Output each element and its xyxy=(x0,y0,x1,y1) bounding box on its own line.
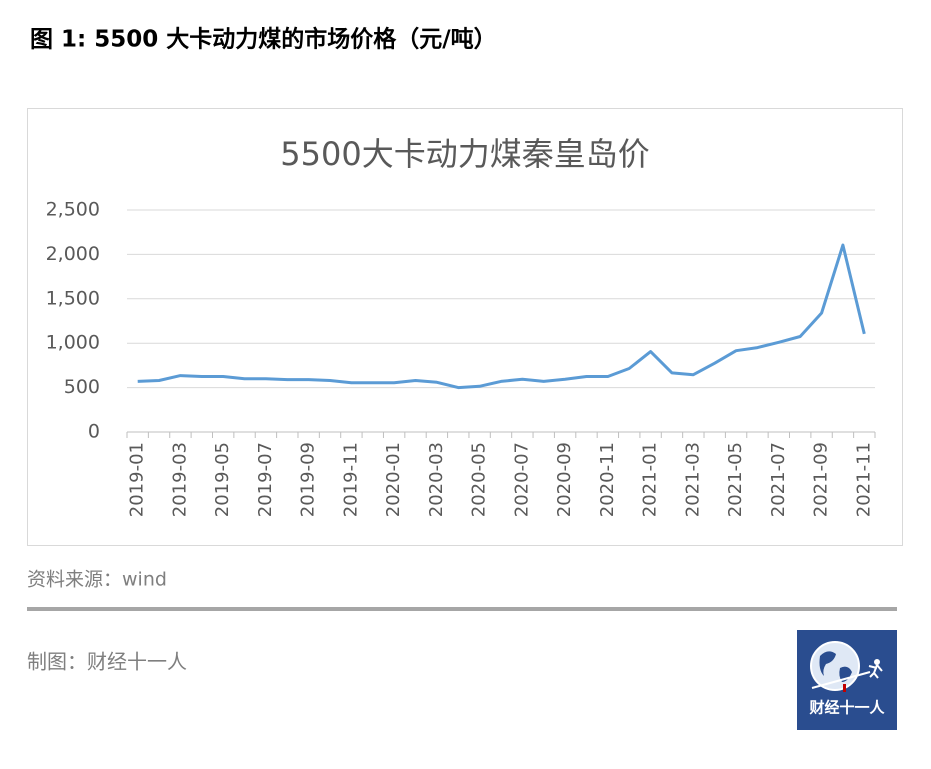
x-tick-label: 2020-11 xyxy=(597,442,618,517)
x-tick-label: 2019-03 xyxy=(169,442,190,517)
chart-frame xyxy=(27,108,903,546)
y-tick-label: 0 xyxy=(88,421,100,443)
x-tick-label: 2019-05 xyxy=(212,442,233,517)
plot: 0 500 1,000 1,500 2,000 2,500 2019-01 2019-03 20… xyxy=(46,199,876,517)
x-tick-label: 2020-03 xyxy=(426,442,447,517)
x-tick-label: 2021-03 xyxy=(682,442,703,517)
logo: 财经十一人 xyxy=(797,630,897,730)
x-tick-label: 2019-09 xyxy=(298,442,319,517)
y-tick-label: 2,500 xyxy=(46,199,100,221)
x-tick-label: 2019-01 xyxy=(127,442,148,517)
x-tick-label: 2020-01 xyxy=(383,442,404,517)
x-tick-label: 2020-09 xyxy=(554,442,575,517)
figure-title: 图 1: 5500 大卡动力煤的市场价格（元/吨） xyxy=(30,26,497,53)
logo-text: 财经十一人 xyxy=(809,699,885,717)
x-tick-label: 2021-07 xyxy=(768,442,789,517)
y-tick-label: 500 xyxy=(64,376,100,398)
chart-title: 5500大卡动力煤秦皇岛价 xyxy=(280,135,649,173)
source: 资料来源：wind xyxy=(27,569,167,591)
credit: 制图：财经十一人 xyxy=(27,650,187,674)
x-tick-label: 2021-05 xyxy=(725,442,746,517)
x-tick-label: 2020-07 xyxy=(511,442,532,517)
x-tick-label: 2021-01 xyxy=(640,442,661,517)
x-tick-label: 2019-07 xyxy=(255,442,276,517)
x-tick-label: 2019-11 xyxy=(340,442,361,517)
line xyxy=(137,243,866,390)
y-tick-label: 1,500 xyxy=(46,287,100,309)
x-tick-label: 2020-05 xyxy=(469,442,490,517)
logo-marker xyxy=(843,684,846,692)
logo-figure xyxy=(868,664,883,679)
logo-figure-head xyxy=(874,659,880,665)
logo-rope xyxy=(811,671,871,689)
logo-continents xyxy=(819,651,852,682)
logo-globe xyxy=(810,641,860,691)
x-tick-label: 2021-11 xyxy=(853,442,874,517)
y-tick-label: 1,000 xyxy=(46,332,100,354)
x-tick-label: 2021-09 xyxy=(811,442,832,517)
y-tick-label: 2,000 xyxy=(46,243,100,265)
